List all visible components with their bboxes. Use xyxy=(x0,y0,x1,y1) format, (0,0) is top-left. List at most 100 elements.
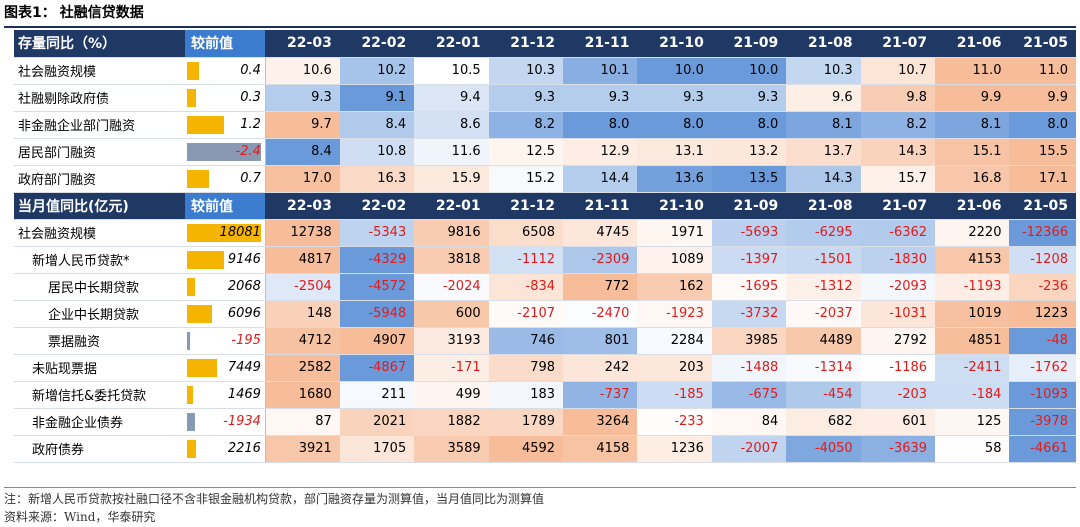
compare-bar xyxy=(186,331,190,350)
period-header: 22-01 xyxy=(414,30,489,58)
compare-bar xyxy=(186,304,212,323)
value-cell: 746 xyxy=(488,327,564,355)
title-rule xyxy=(4,26,1076,28)
period-header: 21-05 xyxy=(1009,30,1076,58)
period-header: 21-09 xyxy=(711,192,787,220)
section2-compare-header: 较前值 xyxy=(184,192,266,220)
period-header: 21-05 xyxy=(1009,192,1076,220)
value-cell: 14.3 xyxy=(860,138,936,166)
value-cell: 13.1 xyxy=(637,138,712,166)
value-cell: 10.3 xyxy=(488,57,564,85)
value-cell: 8.4 xyxy=(339,111,415,139)
period-header: 21-10 xyxy=(637,30,712,58)
value-cell: -737 xyxy=(563,381,638,409)
section1-header-row: 存量同比（%） 较前值 22-03 22-02 22-01 21-12 21-11 21-10… xyxy=(14,30,1076,58)
row-label: 政府债券 xyxy=(14,435,185,463)
compare-value: 0.3 xyxy=(240,90,261,105)
value-cell: 801 xyxy=(563,327,638,355)
value-cell: 8.6 xyxy=(414,111,489,139)
value-cell: 9.4 xyxy=(414,84,489,112)
period-header: 22-03 xyxy=(265,30,340,58)
footer-rule xyxy=(4,487,1076,488)
value-cell: 3921 xyxy=(265,435,340,463)
value-cell: 1236 xyxy=(637,435,712,463)
value-cell: 8.2 xyxy=(488,111,564,139)
value-cell: 8.0 xyxy=(1009,111,1076,139)
value-cell: 772 xyxy=(563,273,638,301)
table-row: 未贴现票据 7449 2582 -4867 -171 798 242 203 -1488 -131… xyxy=(14,354,1076,382)
compare-value: 18081 xyxy=(219,225,261,240)
compare-cell: 9146 xyxy=(184,246,266,274)
value-cell: -1186 xyxy=(860,354,936,382)
value-cell: -1397 xyxy=(711,246,787,274)
compare-value: -2.4 xyxy=(235,144,261,159)
period-header: 21-10 xyxy=(637,192,712,220)
compare-cell: -1934 xyxy=(184,408,266,436)
value-cell: 10.2 xyxy=(339,57,415,85)
compare-cell: 18081 xyxy=(184,219,266,247)
value-cell: 162 xyxy=(637,273,712,301)
value-cell: 148 xyxy=(265,300,340,328)
value-cell: 11.0 xyxy=(1009,57,1076,85)
table-row: 居民中长期贷款 2068 -2504 -4572 -2024 -834 772 162 -169… xyxy=(14,273,1076,301)
compare-value: 0.4 xyxy=(240,63,261,78)
compare-value: 6096 xyxy=(227,306,261,321)
row-label: 新增信托&委托贷款 xyxy=(14,381,185,409)
value-cell: 9.3 xyxy=(563,84,638,112)
value-cell: 1882 xyxy=(414,408,489,436)
value-cell: 499 xyxy=(414,381,489,409)
value-cell: 4712 xyxy=(265,327,340,355)
value-cell: 13.7 xyxy=(786,138,861,166)
value-cell: 9.3 xyxy=(637,84,712,112)
value-cell: 2220 xyxy=(935,219,1010,247)
value-cell: 15.1 xyxy=(935,138,1010,166)
row-label: 未贴现票据 xyxy=(14,354,185,382)
value-cell: 11.0 xyxy=(935,57,1010,85)
row-label: 新增人民币贷款* xyxy=(14,246,185,274)
figure-title: 图表1： 社融信贷数据 xyxy=(4,2,144,24)
value-cell: 3264 xyxy=(563,408,638,436)
value-cell: 2021 xyxy=(339,408,415,436)
value-cell: -2470 xyxy=(563,300,638,328)
value-cell: -4572 xyxy=(339,273,415,301)
value-cell: 13.6 xyxy=(637,165,712,193)
compare-bar xyxy=(186,169,209,188)
value-cell: 4817 xyxy=(265,246,340,274)
table-row: 社会融资规模 0.4 10.6 10.2 10.5 10.3 10.1 10.0 10.0 10.… xyxy=(14,57,1076,85)
value-cell: -2504 xyxy=(265,273,340,301)
value-cell: -2093 xyxy=(860,273,936,301)
value-cell: -1695 xyxy=(711,273,787,301)
value-cell: 4489 xyxy=(786,327,861,355)
value-cell: -3978 xyxy=(1009,408,1076,436)
value-cell: -834 xyxy=(488,273,564,301)
table-row: 企业中长期贷款 6096 148 -5948 600 -2107 -2470 -1923 -37… xyxy=(14,300,1076,328)
value-cell: 10.1 xyxy=(563,57,638,85)
section2-header-label: 当月值同比(亿元) xyxy=(14,192,185,220)
value-cell: 14.3 xyxy=(786,165,861,193)
value-cell: 4907 xyxy=(339,327,415,355)
value-cell: 4592 xyxy=(488,435,564,463)
value-cell: -6362 xyxy=(860,219,936,247)
value-cell: -1208 xyxy=(1009,246,1076,274)
value-cell: 17.0 xyxy=(265,165,340,193)
table-row: 社会融资规模 18081 12738 -5343 9816 6508 4745 1971 -56… xyxy=(14,219,1076,247)
value-cell: 58 xyxy=(935,435,1010,463)
value-cell: 125 xyxy=(935,408,1010,436)
value-cell: -454 xyxy=(786,381,861,409)
value-cell: 600 xyxy=(414,300,489,328)
compare-bar xyxy=(186,88,196,107)
compare-cell: 0.3 xyxy=(184,84,266,112)
section2-header-row: 当月值同比(亿元) 较前值 22-03 22-02 22-01 21-12 21-11 21-… xyxy=(14,192,1076,220)
value-cell: -4661 xyxy=(1009,435,1076,463)
value-cell: 2284 xyxy=(637,327,712,355)
value-cell: 183 xyxy=(488,381,564,409)
value-cell: -1314 xyxy=(786,354,861,382)
row-label: 政府部门融资 xyxy=(14,165,185,193)
value-cell: 9816 xyxy=(414,219,489,247)
row-label: 非金融企业部门融资 xyxy=(14,111,185,139)
value-cell: 3818 xyxy=(414,246,489,274)
value-cell: 87 xyxy=(265,408,340,436)
value-cell: -2107 xyxy=(488,300,564,328)
value-cell: 15.2 xyxy=(488,165,564,193)
value-cell: -1830 xyxy=(860,246,936,274)
